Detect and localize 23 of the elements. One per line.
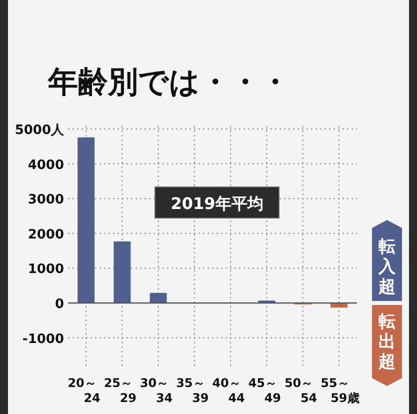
x-tick-label: 45～49 [248,376,282,406]
annotation: 2019年平均 [170,194,264,213]
y-tick-label: 0 [54,297,64,312]
y-tick-label: 5000人 [14,123,65,138]
bar [150,292,167,303]
x-tick-label: 20～24 [68,376,100,406]
arrow-in: 転入超 [372,220,402,301]
x-tick-label: 40～44 [212,376,245,406]
y-tick-label: 3000 [28,192,64,208]
arrow-out: 転出超 [372,305,402,386]
bar [78,137,95,303]
label-box: 2019年平均 [154,186,280,218]
x-tick-label: 25～29 [104,376,137,406]
y-tick-label: 2000 [28,227,64,242]
bar [114,241,131,303]
x-tick-label: 50～54 [284,376,318,406]
x-tick-label: 30～34 [140,376,173,406]
x-tick-label: 55～59歳 [320,376,360,406]
x-tick-label: 35～39 [176,376,209,406]
y-tick-label: 1000 [28,262,64,278]
y-tick-label: 4000 [28,158,64,173]
chart-title: 年齢別では・・・ [47,65,290,100]
y-tick-label: -1000 [22,332,64,347]
